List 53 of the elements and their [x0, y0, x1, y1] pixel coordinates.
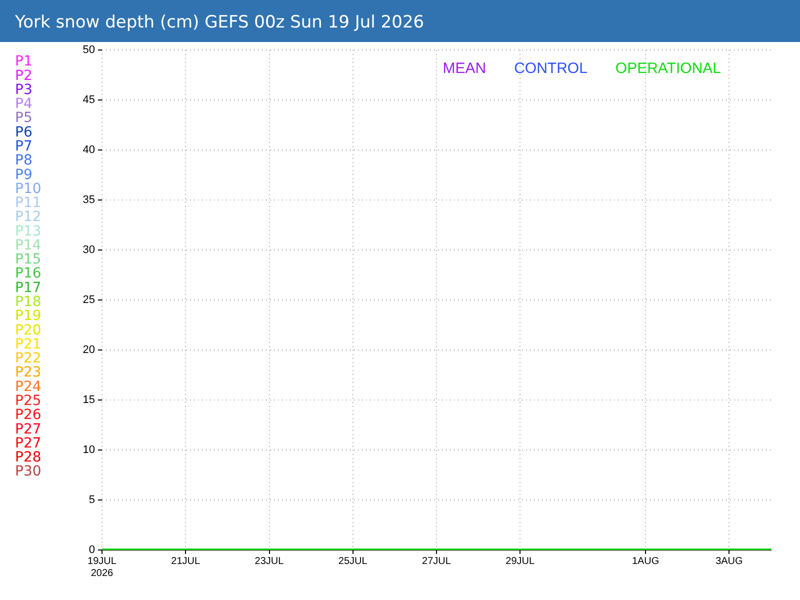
legend-label: P3: [15, 82, 32, 98]
legend-label: P16: [15, 266, 42, 282]
legend-label: P27: [15, 435, 42, 452]
legend-label: MEAN: [442, 60, 486, 78]
legend-label: P27: [15, 421, 42, 438]
legend-label: P26: [15, 407, 42, 424]
legend-label: P28: [15, 450, 42, 466]
legend-label: P30: [15, 464, 42, 480]
legend-label: P21: [15, 336, 42, 352]
y-tick-label: 25: [82, 294, 95, 306]
legend-label: P11: [15, 195, 42, 212]
y-tick-label: 10: [82, 444, 95, 456]
legend-label: P1: [15, 54, 32, 70]
legend-label: CONTROL: [514, 60, 588, 78]
y-tick-label: 30: [82, 244, 95, 256]
legend-label: P23: [15, 364, 42, 381]
x-tick-label: 1AUG: [632, 556, 660, 567]
x-tick-label: 23JUL: [254, 556, 284, 567]
y-tick-label: 40: [82, 144, 95, 156]
legend-label: P9: [15, 166, 32, 183]
legend-label: P7: [15, 138, 32, 154]
y-tick-label: 20: [82, 344, 95, 356]
y-tick-label: 0: [88, 544, 95, 556]
legend-label: P15: [15, 252, 42, 268]
legend-label: P18: [15, 294, 42, 310]
legend-label: P12: [15, 209, 42, 226]
legend-label: P10: [15, 180, 42, 197]
y-tick-label: 15: [82, 394, 95, 406]
legend-label: P14: [15, 237, 42, 254]
x-tick-label: 29JUL: [506, 556, 536, 567]
legend-label: P25: [15, 393, 42, 409]
legend-label: P19: [15, 308, 42, 324]
x-tick-label: 25JUL: [338, 556, 368, 567]
legend-label: P24: [15, 378, 42, 395]
y-tick-label: 35: [82, 194, 95, 206]
y-tick-label: 45: [82, 94, 95, 106]
legend-label: P22: [15, 350, 42, 367]
legend-label: P8: [15, 152, 32, 169]
x-tick-label: 27JUL: [422, 556, 452, 567]
legend-label: P6: [15, 124, 32, 140]
text: OPERATIONAL: [615, 60, 722, 78]
x-tick-label: 19JUL 2026: [88, 556, 117, 579]
chart-title: York snow depth (cm) GEFS 00z Sun 19 Jul 2026: [14, 12, 424, 32]
legend-label: P2: [15, 68, 32, 84]
x-tick-label: 21JUL: [171, 556, 201, 567]
x-tick-label: 3AUG: [716, 556, 744, 567]
y-tick-label: 50: [82, 44, 95, 56]
legend-label: P13: [15, 223, 42, 240]
legend-label: P17: [15, 280, 42, 296]
legend-label: P5: [15, 110, 32, 126]
y-tick-label: 5: [88, 494, 95, 506]
legend-label: P20: [15, 322, 42, 338]
legend-label: P4: [15, 96, 32, 112]
